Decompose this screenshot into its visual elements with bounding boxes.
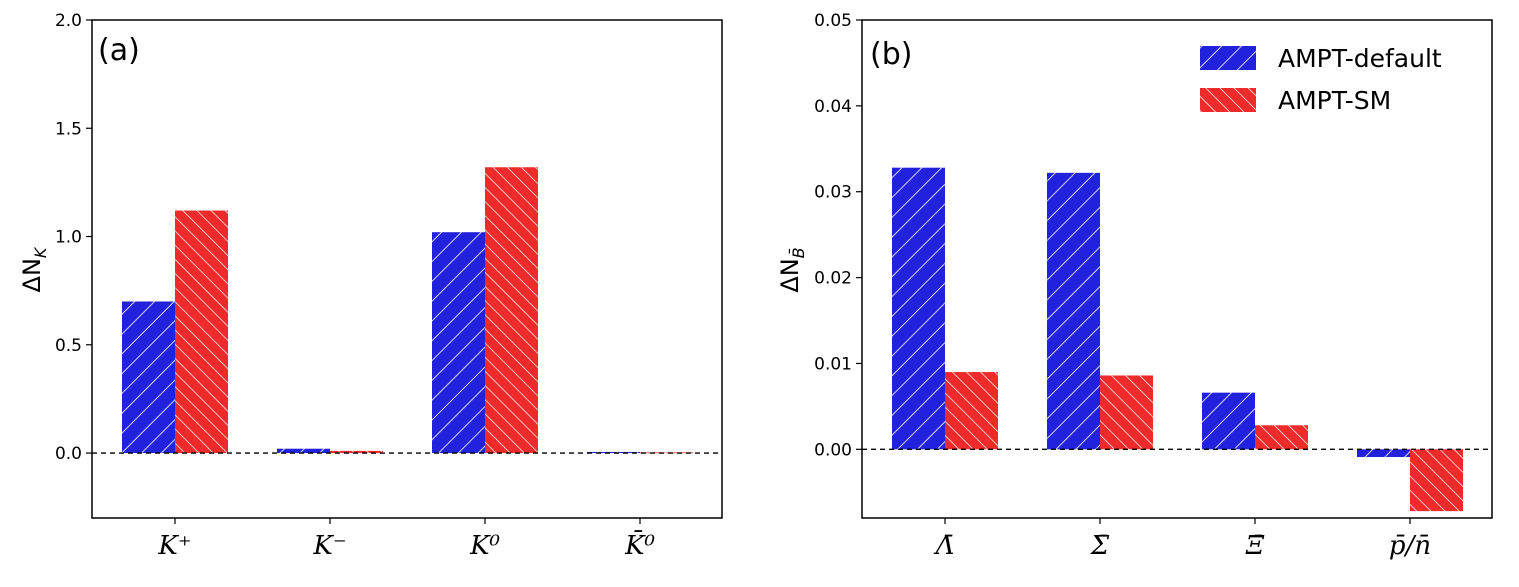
y-tick-label: 0.0	[55, 444, 82, 464]
bar-ampt-sm	[485, 167, 538, 454]
bars	[892, 167, 1463, 512]
bar-ampt-sm	[1410, 449, 1463, 512]
y-tick-label: 0.02	[814, 269, 852, 289]
y-axis-label: ΔNB̄	[776, 247, 808, 292]
y-tick-label: 1.5	[55, 119, 82, 139]
legend-swatch-ampt-sm	[1200, 88, 1256, 112]
x-category-label: K⁰	[469, 531, 500, 561]
bar-ampt-sm	[175, 210, 228, 454]
x-category-label: Σ̄	[1090, 531, 1110, 561]
legend-label-ampt-sm: AMPT-SM	[1278, 86, 1391, 115]
y-axis-label-main: ΔN	[776, 258, 804, 292]
y-axis-label: ΔNK	[18, 246, 50, 292]
x-axis-categories: K⁺ K⁻ K⁰ K̄⁰	[157, 518, 655, 561]
panel-label: (b)	[870, 37, 912, 72]
bar-ampt-default	[1047, 172, 1100, 450]
bar-ampt-default	[122, 301, 175, 454]
bar-ampt-sm	[945, 372, 998, 450]
bar-ampt-default	[432, 232, 485, 454]
x-category-label: Ξ̄	[1245, 531, 1265, 561]
y-tick-label: 0.03	[814, 183, 852, 203]
x-category-label: K⁻	[312, 531, 346, 561]
bar-ampt-default	[277, 448, 330, 454]
bar-ampt-sm	[1255, 425, 1308, 450]
x-category-label: K⁺	[157, 531, 191, 561]
y-tick-label: 0.04	[814, 97, 852, 117]
y-axis-label-main: ΔN	[18, 258, 46, 292]
bar-ampt-sm	[640, 452, 693, 454]
panel-a: 0.0 0.5 1.0 1.5 2.0 K⁺ K⁻ K⁰ K̄⁰ (a) ΔNK	[18, 11, 723, 561]
bar-ampt-sm	[330, 450, 383, 454]
x-axis-categories: Λ̄ Σ̄ Ξ̄ p̄/n̄	[934, 518, 1431, 561]
y-tick-label: 0.5	[55, 336, 82, 356]
y-tick-label: 0.00	[814, 440, 852, 460]
bar-ampt-default	[892, 167, 945, 450]
panel-label: (a)	[98, 33, 140, 68]
y-axis-ticks: 0.0 0.5 1.0 1.5 2.0	[55, 11, 92, 464]
x-category-label: p̄/n̄	[1389, 531, 1431, 561]
plot-frame	[91, 19, 723, 519]
bar-ampt-default	[1202, 392, 1255, 450]
x-category-label: Λ̄	[934, 531, 955, 561]
legend-label-ampt-default: AMPT-default	[1278, 44, 1442, 73]
y-axis-ticks: 0.00 0.01 0.02 0.03 0.04 0.05	[814, 11, 862, 460]
y-tick-label: 0.01	[814, 354, 852, 374]
y-axis-label-sub: B̄	[789, 247, 808, 258]
bar-ampt-default	[587, 451, 640, 454]
bar-ampt-default	[1357, 449, 1410, 458]
bars	[122, 167, 693, 454]
y-tick-label: 2.0	[55, 11, 82, 31]
bar-ampt-sm	[1100, 375, 1153, 450]
y-tick-label: 0.05	[814, 11, 852, 31]
y-axis-label-sub: K	[31, 246, 50, 258]
panel-b: 0.00 0.01 0.02 0.03 0.04 0.05 Λ̄ Σ̄ Ξ̄ p̄/n̄ (b)…	[776, 11, 1493, 561]
y-tick-label: 1.0	[55, 228, 82, 248]
x-category-label: K̄⁰	[624, 529, 655, 561]
plot-frame	[861, 19, 1493, 519]
legend-swatch-ampt-default	[1200, 46, 1256, 70]
legend: AMPT-default AMPT-SM	[1200, 44, 1442, 115]
